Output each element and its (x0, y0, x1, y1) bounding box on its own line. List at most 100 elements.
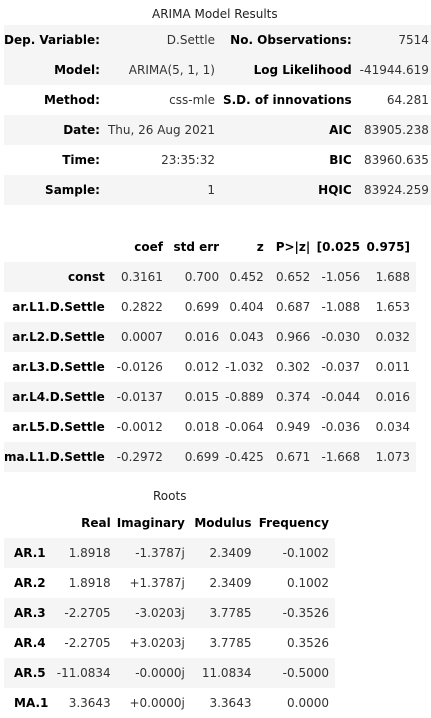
table-row: ar.L1.D.Settle 0.2822 0.699 0.404 0.687 … (4, 292, 416, 322)
summary-value: 7514 (398, 33, 429, 47)
table-row: ar.L2.D.Settle 0.0007 0.016 0.043 0.966 … (4, 322, 416, 352)
table-cell: 0.966 (275, 330, 311, 344)
table-row: ar.L3.D.Settle -0.0126 0.012 -1.032 0.30… (4, 352, 416, 382)
coefficients-table: coef std err z P>|z| [0.025 0.975] const… (4, 232, 416, 472)
summary-label: Date: (63, 123, 100, 137)
row-label: const (67, 270, 105, 284)
table-cell: -0.0137 (116, 390, 163, 404)
table-cell: -0.3526 (282, 606, 329, 620)
summary-row: Sample: 1 HQIC 83924.259 (4, 175, 431, 205)
summary-row: Method: css-mle S.D. of innovations 64.2… (4, 85, 431, 115)
table-cell: 0.652 (275, 270, 311, 284)
table-cell: -0.1002 (282, 546, 329, 560)
summary-caption: ARIMA Model Results (152, 7, 278, 21)
table-cell: 3.7785 (209, 636, 252, 650)
summary-label: HQIC (318, 183, 352, 197)
column-header: [0.025 (316, 240, 361, 254)
table-cell: 0.302 (275, 360, 311, 374)
table-row: AR.3 -2.2705 -3.0203j 3.7785 -0.3526 (4, 598, 335, 628)
column-header (4, 508, 57, 538)
row-label: MA.1 (14, 696, 49, 710)
table-cell: 0.012 (184, 360, 220, 374)
table-cell: -3.0203j (135, 606, 185, 620)
table-cell: 11.0834 (201, 666, 252, 680)
table-cell: 0.699 (184, 300, 220, 314)
table-cell: 0.016 (184, 330, 220, 344)
table-row: AR.4 -2.2705 +3.0203j 3.7785 0.3526 (4, 628, 335, 658)
table-cell: 1.073 (375, 450, 410, 464)
summary-value: Thu, 26 Aug 2021 (107, 123, 215, 137)
table-cell: 0.3526 (287, 636, 329, 650)
table-cell: 2.3409 (209, 576, 252, 590)
summary-label: AIC (329, 123, 352, 137)
table-cell: 0.2822 (120, 300, 163, 314)
table-cell: 0.0007 (120, 330, 163, 344)
column-header: std err (173, 240, 220, 254)
summary-label: Model: (54, 63, 100, 77)
table-cell: -1.3787j (135, 546, 185, 560)
summary-label: Log Likelihood (253, 63, 352, 77)
table-cell: 0.687 (275, 300, 311, 314)
table-cell: -0.0012 (116, 420, 163, 434)
table-cell: -0.037 (321, 360, 361, 374)
column-header: Frequency (258, 516, 329, 530)
table-cell: 0.0000 (287, 696, 329, 710)
summary-value: 83960.635 (364, 153, 429, 167)
row-label: AR.5 (14, 666, 46, 680)
column-header: z (256, 240, 264, 254)
column-header: Real (81, 516, 111, 530)
summary-value: -41944.619 (359, 63, 429, 77)
row-label: ar.L4.D.Settle (12, 390, 105, 404)
table-cell: 3.7785 (209, 606, 252, 620)
summary-label: Time: (62, 153, 100, 167)
table-cell: -0.5000 (282, 666, 329, 680)
summary-row: Dep. Variable: D.Settle No. Observations… (4, 25, 431, 55)
row-label: AR.2 (14, 576, 46, 590)
row-label: ar.L1.D.Settle (12, 300, 105, 314)
summary-label: BIC (329, 153, 352, 167)
summary-row: Date: Thu, 26 Aug 2021 AIC 83905.238 (4, 115, 431, 145)
table-row: ar.L4.D.Settle -0.0137 0.015 -0.889 0.37… (4, 382, 416, 412)
table-row: AR.2 1.8918 +1.3787j 2.3409 0.1002 (4, 568, 335, 598)
summary-value: css-mle (169, 93, 215, 107)
table-cell: +1.3787j (129, 576, 185, 590)
table-cell: -0.044 (321, 390, 361, 404)
table-cell: -1.056 (321, 270, 361, 284)
table-cell: 0.1002 (287, 576, 329, 590)
row-label: ar.L3.D.Settle (12, 360, 105, 374)
row-label: AR.4 (14, 636, 46, 650)
table-cell: 0.452 (229, 270, 264, 284)
table-cell: 0.015 (184, 390, 220, 404)
column-header (4, 232, 115, 262)
table-cell: 0.699 (184, 450, 220, 464)
table-cell: 0.032 (375, 330, 410, 344)
table-cell: -1.668 (321, 450, 361, 464)
table-cell: 1.688 (375, 270, 410, 284)
table-row: const 0.3161 0.700 0.452 0.652 -1.056 1.… (4, 262, 416, 292)
column-header: 0.975] (366, 240, 410, 254)
row-label: AR.3 (14, 606, 46, 620)
table-row: ar.L5.D.Settle -0.0012 0.018 -0.064 0.94… (4, 412, 416, 442)
summary-value: 83905.238 (364, 123, 429, 137)
column-header: Modulus (194, 516, 252, 530)
table-cell: -0.889 (225, 390, 264, 404)
table-cell: 0.949 (275, 420, 311, 434)
table-row: AR.1 1.8918 -1.3787j 2.3409 -0.1002 (4, 538, 335, 568)
table-cell: 0.700 (184, 270, 220, 284)
table-cell: 1.653 (375, 300, 410, 314)
summary-value: 64.281 (386, 93, 429, 107)
table-cell: 3.3643 (68, 696, 111, 710)
summary-label: Dep. Variable: (4, 33, 100, 47)
table-cell: -0.425 (225, 450, 264, 464)
summary-value: 83924.259 (364, 183, 429, 197)
table-row: MA.1 3.3643 +0.0000j 3.3643 0.0000 (4, 688, 335, 718)
table-row: AR.5 -11.0834 -0.0000j 11.0834 -0.5000 (4, 658, 335, 688)
roots-caption: Roots (153, 489, 187, 503)
table-cell: -1.088 (321, 300, 361, 314)
table-cell: 0.671 (275, 450, 311, 464)
table-cell: 0.043 (229, 330, 264, 344)
table-cell: 0.018 (184, 420, 220, 434)
table-cell: -2.2705 (64, 636, 111, 650)
table-cell: -0.064 (225, 420, 264, 434)
table-cell: -0.030 (321, 330, 361, 344)
